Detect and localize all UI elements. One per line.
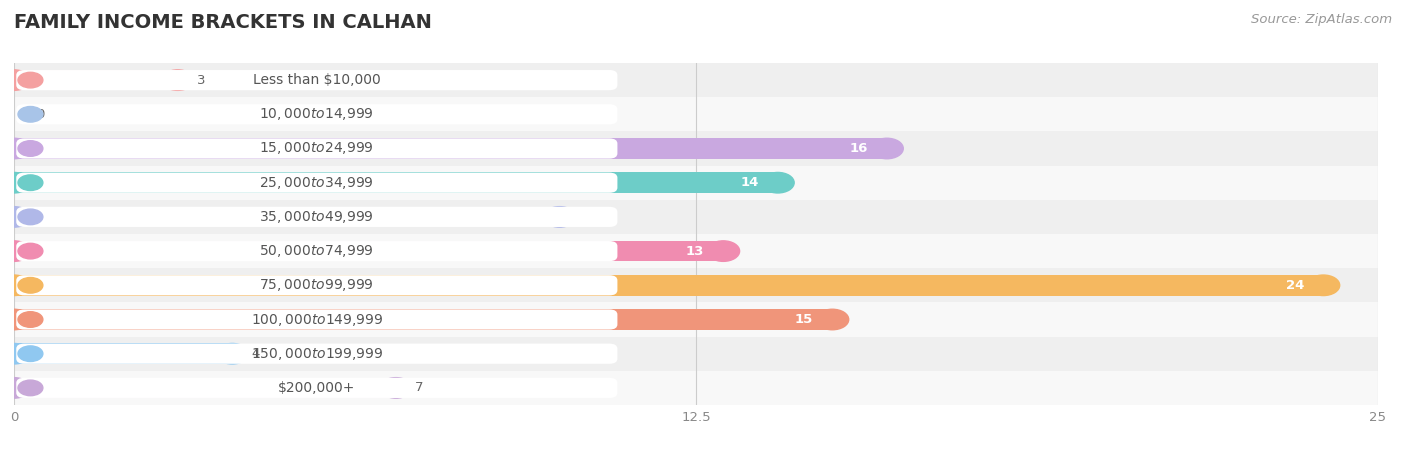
Bar [14,309,832,330]
Circle shape [18,141,42,156]
FancyBboxPatch shape [0,63,1406,97]
FancyBboxPatch shape [17,344,617,364]
Circle shape [543,207,576,227]
Circle shape [18,243,42,259]
FancyBboxPatch shape [0,268,1406,302]
Text: FAMILY INCOME BRACKETS IN CALHAN: FAMILY INCOME BRACKETS IN CALHAN [14,14,432,32]
Bar [14,138,887,159]
Bar [14,378,396,398]
Text: $75,000 to $99,999: $75,000 to $99,999 [260,277,374,293]
FancyBboxPatch shape [17,139,617,158]
Text: $50,000 to $74,999: $50,000 to $74,999 [260,243,374,259]
FancyBboxPatch shape [17,310,617,329]
Text: 4: 4 [252,347,260,360]
FancyBboxPatch shape [17,378,617,398]
FancyBboxPatch shape [17,241,617,261]
Bar [14,70,177,90]
Circle shape [0,138,31,159]
Circle shape [707,241,740,261]
Circle shape [0,343,31,364]
Circle shape [815,309,849,330]
Circle shape [0,309,31,330]
Circle shape [18,209,42,225]
Circle shape [18,312,42,327]
Text: 3: 3 [197,74,205,86]
Text: 13: 13 [686,245,704,257]
Text: $200,000+: $200,000+ [278,381,356,395]
Circle shape [217,343,249,364]
FancyBboxPatch shape [17,275,617,295]
Text: $35,000 to $49,999: $35,000 to $49,999 [260,209,374,225]
FancyBboxPatch shape [17,173,617,193]
Circle shape [380,378,412,398]
FancyBboxPatch shape [0,371,1406,405]
Circle shape [762,172,794,193]
Circle shape [18,107,42,122]
Bar [14,207,560,227]
FancyBboxPatch shape [0,131,1406,166]
Circle shape [18,380,42,396]
Text: $150,000 to $199,999: $150,000 to $199,999 [250,346,382,362]
Circle shape [18,278,42,293]
FancyBboxPatch shape [17,70,617,90]
Text: $100,000 to $149,999: $100,000 to $149,999 [250,311,382,328]
FancyBboxPatch shape [0,97,1406,131]
FancyBboxPatch shape [0,337,1406,371]
Circle shape [870,138,903,159]
FancyBboxPatch shape [17,207,617,227]
Text: 24: 24 [1286,279,1305,292]
Circle shape [0,241,31,261]
Circle shape [1308,275,1340,296]
Text: Less than $10,000: Less than $10,000 [253,73,381,87]
FancyBboxPatch shape [0,200,1406,234]
Bar [14,275,1323,296]
Circle shape [18,72,42,88]
Text: Source: ZipAtlas.com: Source: ZipAtlas.com [1251,14,1392,27]
Circle shape [0,172,31,193]
Text: 7: 7 [415,382,423,394]
Circle shape [0,207,31,227]
Text: $15,000 to $24,999: $15,000 to $24,999 [260,140,374,157]
FancyBboxPatch shape [0,234,1406,268]
Text: 10: 10 [522,211,540,223]
Text: 16: 16 [849,142,868,155]
Circle shape [0,378,31,398]
FancyBboxPatch shape [0,302,1406,337]
FancyBboxPatch shape [0,166,1406,200]
Circle shape [18,175,42,190]
Circle shape [18,346,42,361]
Circle shape [162,70,194,90]
Bar [14,343,232,364]
Text: 15: 15 [794,313,813,326]
Bar [14,172,778,193]
Text: $25,000 to $34,999: $25,000 to $34,999 [260,175,374,191]
Text: 0: 0 [37,108,44,121]
Text: 14: 14 [741,176,759,189]
Text: $10,000 to $14,999: $10,000 to $14,999 [260,106,374,122]
Bar [14,241,723,261]
Circle shape [0,70,31,90]
FancyBboxPatch shape [17,104,617,124]
Circle shape [0,275,31,296]
